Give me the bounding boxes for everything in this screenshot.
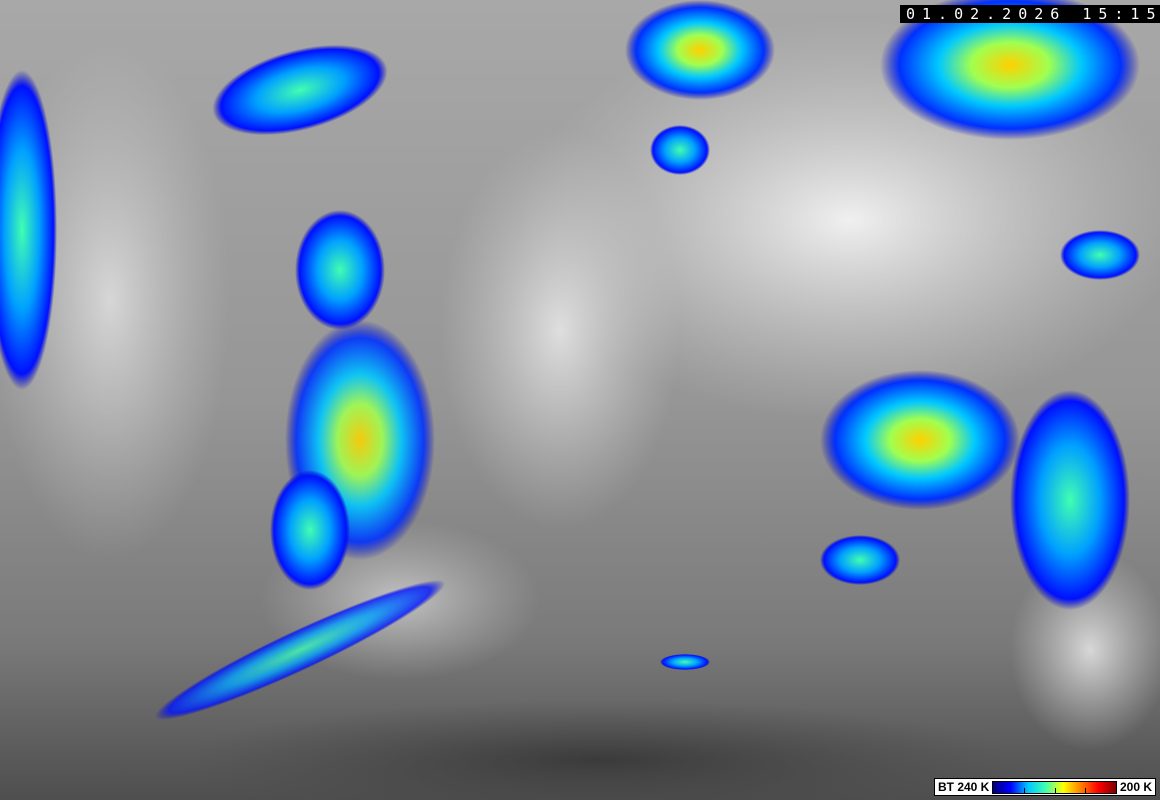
legend-max-label: 200 K (1119, 780, 1152, 794)
cold-cloud-tops (0, 0, 1140, 721)
timestamp: 01.02.2026 15:15 (900, 5, 1160, 23)
colorbar (992, 780, 1117, 794)
colorbar-tick (1085, 787, 1087, 793)
colorbar-tick (1024, 787, 1025, 793)
colorbar-tick (1054, 787, 1056, 793)
legend-min-label: BT 240 K (938, 780, 990, 794)
colorbar-legend: BT 240 K 200 K (934, 778, 1156, 796)
